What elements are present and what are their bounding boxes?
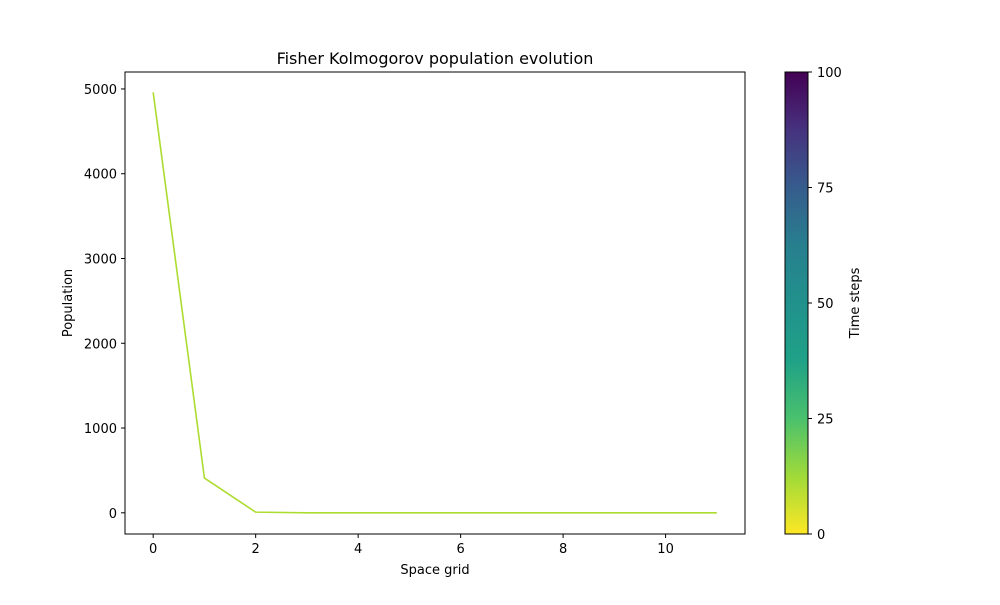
colorbar-tick-label: 100 bbox=[817, 66, 842, 81]
y-axis-ticks: 0 1000 2000 3000 4000 5000 bbox=[84, 83, 125, 522]
colorbar-label: Time steps bbox=[848, 267, 863, 339]
x-axis-label: Space grid bbox=[400, 563, 469, 578]
x-tick-label: 2 bbox=[252, 542, 260, 557]
plot-frame bbox=[124, 71, 746, 535]
x-tick-label: 6 bbox=[456, 542, 464, 557]
x-tick-label: 4 bbox=[354, 542, 362, 557]
colorbar-gradient bbox=[784, 71, 809, 535]
y-tick-label: 4000 bbox=[84, 168, 117, 183]
x-axis-ticks: 0 2 4 6 8 10 bbox=[149, 534, 674, 557]
y-tick-label: 5000 bbox=[84, 83, 117, 98]
colorbar-tick-label: 50 bbox=[817, 297, 834, 312]
colorbar-ticks: 0 25 50 75 100 bbox=[808, 66, 842, 543]
colorbar: 0 25 50 75 100 Time steps bbox=[784, 66, 863, 543]
y-tick-label: 3000 bbox=[84, 252, 117, 267]
y-tick-label: 0 bbox=[109, 507, 117, 522]
colorbar-tick-label: 25 bbox=[817, 413, 834, 428]
series-line-0 bbox=[152, 92, 717, 514]
x-tick-label: 8 bbox=[559, 542, 567, 557]
series-layer bbox=[152, 92, 717, 514]
plot-area: 0 2 4 6 8 10 0 1000 2000 3000 4000 5000 bbox=[84, 71, 746, 557]
x-tick-label: 10 bbox=[657, 542, 674, 557]
y-tick-label: 1000 bbox=[84, 422, 117, 437]
x-tick-label: 0 bbox=[149, 542, 157, 557]
y-axis-label: Population bbox=[61, 269, 76, 337]
chart-title: Fisher Kolmogorov population evolution bbox=[277, 49, 594, 68]
y-tick-label: 2000 bbox=[84, 337, 117, 352]
colorbar-tick-label: 0 bbox=[817, 528, 825, 543]
colorbar-tick-label: 75 bbox=[817, 182, 834, 197]
